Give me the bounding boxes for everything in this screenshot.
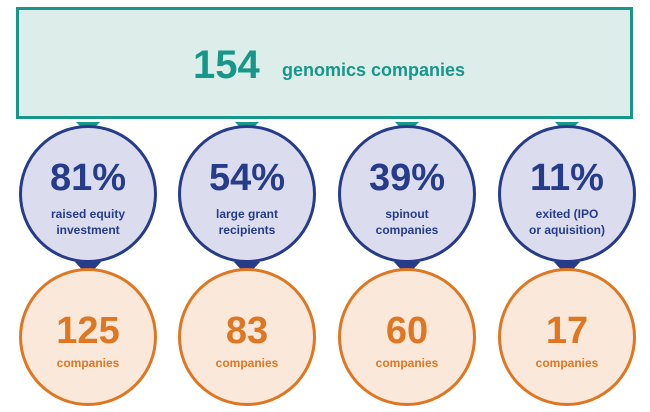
- company-count: 60: [385, 310, 429, 352]
- description-line: exited (IPO: [535, 207, 599, 221]
- percent-description: spinout companies: [349, 206, 465, 238]
- percent-value: 54%: [208, 157, 286, 199]
- total-banner: 154 genomics companies: [16, 7, 633, 119]
- percent-value: 11%: [530, 157, 604, 199]
- description-line: or aquisition): [529, 223, 605, 237]
- percent-circle: 11% exited (IPO or aquisition): [498, 125, 636, 263]
- total-label: genomics companies: [282, 60, 466, 80]
- description-line: recipients: [218, 223, 276, 237]
- percent-value: 39%: [368, 157, 446, 199]
- company-count: 17: [545, 310, 589, 352]
- count-circle: 60 companies: [338, 268, 476, 406]
- count-circle: 125 companies: [19, 268, 157, 406]
- percent-circle: 81% raised equity investment: [19, 125, 157, 263]
- count-circle: 17 companies: [498, 268, 636, 406]
- description-line: spinout: [385, 207, 429, 221]
- percent-circle: 39% spinout companies: [338, 125, 476, 263]
- percent-circle: 54% large grant recipients: [178, 125, 316, 263]
- percent-description: raised equity investment: [30, 206, 146, 238]
- description-line: companies: [375, 223, 439, 237]
- total-count: 154: [193, 43, 260, 87]
- description-line: large grant: [215, 207, 278, 221]
- company-count-label: companies: [375, 356, 439, 370]
- percent-value: 81%: [49, 157, 127, 199]
- company-count: 83: [225, 310, 269, 352]
- percent-description: large grant recipients: [189, 206, 305, 238]
- company-count-label: companies: [215, 356, 279, 370]
- description-line: investment: [56, 223, 120, 237]
- company-count-label: companies: [535, 356, 599, 370]
- company-count: 125: [56, 310, 120, 352]
- company-count-label: companies: [56, 356, 120, 370]
- description-line: raised equity: [50, 207, 126, 221]
- percent-description: exited (IPO or aquisition): [509, 206, 625, 238]
- count-circle: 83 companies: [178, 268, 316, 406]
